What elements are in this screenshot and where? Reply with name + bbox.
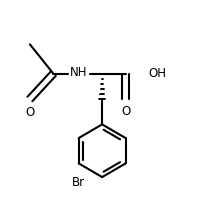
Text: O: O — [25, 106, 35, 119]
Text: Br: Br — [72, 176, 85, 189]
Text: OH: OH — [148, 67, 166, 80]
Text: NH: NH — [70, 66, 87, 79]
Text: O: O — [121, 105, 130, 118]
